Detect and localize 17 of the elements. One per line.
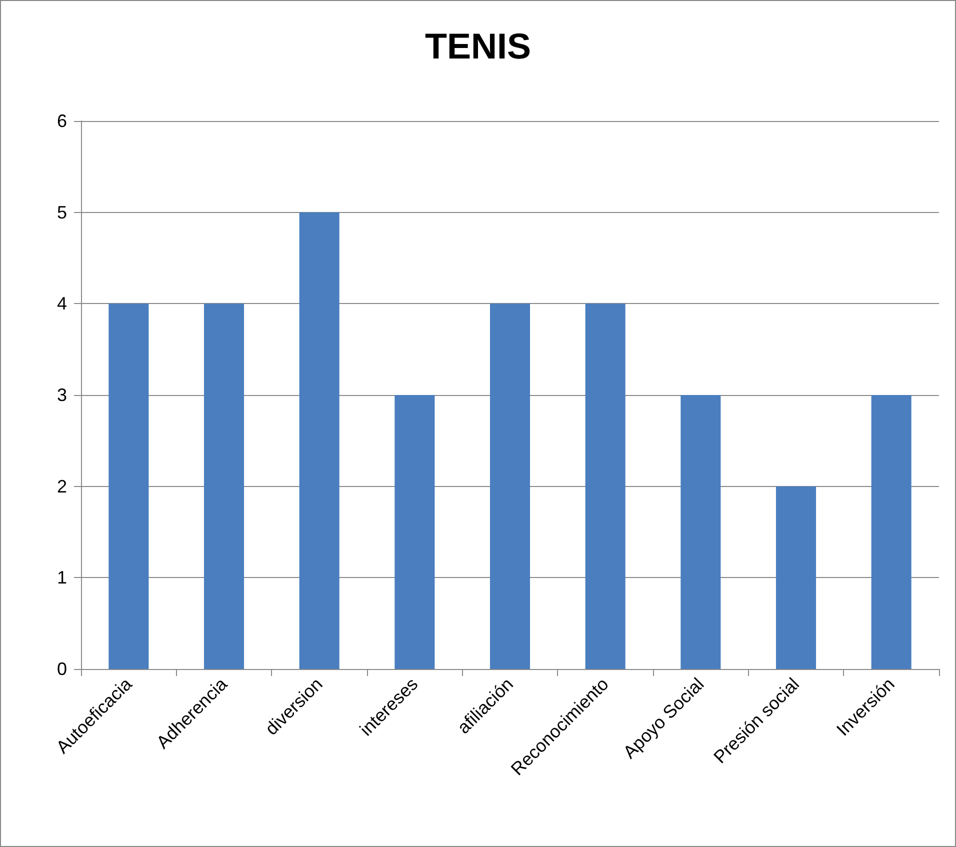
bar bbox=[490, 304, 530, 669]
y-tick-label: 6 bbox=[56, 111, 67, 131]
y-tick-label: 2 bbox=[56, 476, 67, 496]
bar bbox=[680, 395, 721, 669]
bar bbox=[776, 486, 816, 669]
y-tick-label: 1 bbox=[56, 568, 67, 588]
bar bbox=[585, 304, 626, 669]
bar bbox=[299, 212, 340, 669]
bar bbox=[204, 304, 244, 669]
y-tick-label: 5 bbox=[56, 202, 67, 222]
bar bbox=[871, 395, 912, 669]
y-tick-label: 4 bbox=[56, 294, 67, 314]
bar bbox=[108, 304, 149, 669]
y-tick-label: 3 bbox=[56, 385, 67, 405]
chart-title: TENIS bbox=[424, 26, 532, 66]
bar bbox=[394, 395, 435, 669]
y-tick-label: 0 bbox=[56, 659, 67, 679]
